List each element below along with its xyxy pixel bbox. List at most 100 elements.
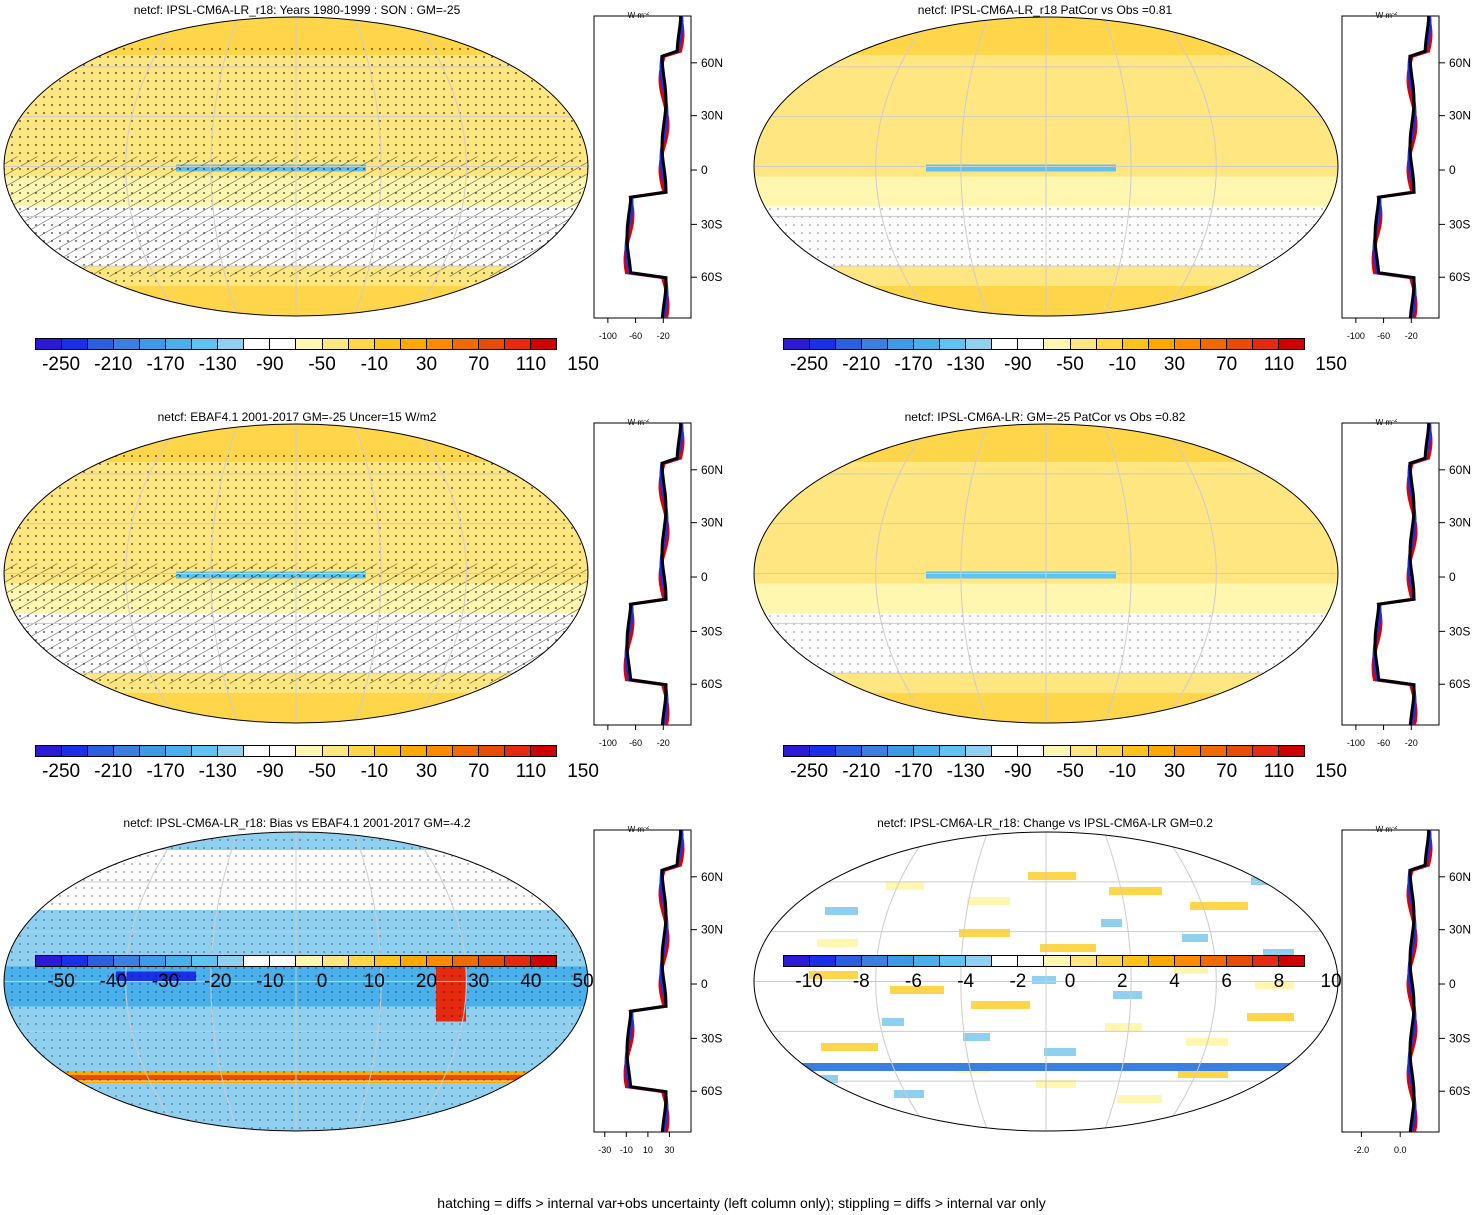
- colorbar-segment: [452, 956, 479, 966]
- colorbar-tick-label: -90: [1004, 761, 1032, 782]
- colorbar-tick-label: 70: [1216, 761, 1238, 782]
- colorbar-segment: [1252, 339, 1279, 349]
- colorbar: [783, 338, 1305, 350]
- colorbar-tick-label: -170: [146, 354, 185, 375]
- colorbar-tick-label: -250: [42, 761, 81, 782]
- graticule: [754, 16, 1338, 316]
- colorbar-tick-label: 150: [1315, 761, 1347, 782]
- colorbar-tick-label: -4: [957, 971, 975, 992]
- panel-title: netcf: IPSL-CM6A-LR_r18: Years 1980-1999…: [133, 3, 461, 17]
- colorbar-segment: [810, 956, 837, 966]
- colorbar-segment: [1148, 746, 1175, 756]
- colorbar-tick-label: -170: [894, 354, 933, 375]
- colorbar-segment: [1122, 956, 1149, 966]
- panel-title: netcf: IPSL-CM6A-LR_r18: Bias vs EBAF4.1…: [123, 816, 471, 830]
- colorbar-segment: [62, 956, 89, 966]
- colorbar-segment: [810, 746, 837, 756]
- colorbar-segment: [1148, 339, 1175, 349]
- latitude-tick-label: 0: [1449, 163, 1456, 177]
- zonal-x-tick-label: 0.0: [1394, 1145, 1407, 1155]
- colorbar-tick-label: -170: [894, 761, 933, 782]
- colorbar-segment: [218, 339, 245, 349]
- tropical-blue-patch: [926, 164, 1116, 172]
- zonal-x-tick-label: -10: [620, 1145, 633, 1155]
- map-border: [3, 16, 589, 317]
- latitude-tick-label: 60S: [1449, 1084, 1470, 1098]
- latitude-tick-label: 60N: [1449, 870, 1471, 884]
- zonal-curve-black: [1373, 422, 1431, 726]
- map-border: [3, 423, 589, 724]
- latitude-tick-label: 60N: [701, 56, 723, 70]
- panel-title: netcf: EBAF4.1 2001-2017 GM=-25 Uncer=15…: [157, 410, 437, 424]
- colorbar-tick-label: -10: [1108, 761, 1137, 782]
- colorbar-segment: [966, 956, 993, 966]
- colorbar-tick-label: 150: [567, 761, 599, 782]
- zonal-curve-blue: [624, 829, 684, 1133]
- colorbar-tick-label: 110: [515, 354, 547, 375]
- colorbar-segment: [426, 746, 453, 756]
- colorbar-tick-label: 0: [316, 971, 328, 992]
- colorbar-tick-label: -130: [198, 354, 237, 375]
- colorbar-tick-label: -210: [842, 354, 881, 375]
- latitude-tick-label: 30S: [1449, 217, 1470, 231]
- colorbar-segment: [478, 339, 505, 349]
- colorbar-segment: [322, 746, 349, 756]
- graticule: [4, 831, 588, 1131]
- colorbar-tick-label: 30: [468, 971, 490, 992]
- colorbar-tick-label: -90: [256, 354, 284, 375]
- colorbar-segment: [1018, 746, 1045, 756]
- colorbar-tick-label: -30: [151, 971, 180, 992]
- colorbar-segment: [1070, 956, 1097, 966]
- map-plot: [753, 831, 1339, 1132]
- zonal-curve-blue: [1372, 422, 1432, 726]
- colorbar-segment: [1278, 746, 1304, 756]
- colorbar-segment: [1018, 339, 1045, 349]
- zonal-mean-plot: W m-2 60N 30N 0 30S 60S -100 -60 -20: [593, 419, 723, 748]
- colorbar-segment: [322, 956, 349, 966]
- zonal-curve-blue: [624, 422, 684, 726]
- zonal-curve-black: [1408, 829, 1431, 1133]
- colorbar-tick-label: -130: [946, 354, 985, 375]
- zonal-x-tick-label: -100: [1347, 738, 1365, 748]
- colorbar-segment: [88, 956, 115, 966]
- colorbar-segment: [348, 339, 375, 349]
- colorbar-segment: [810, 339, 837, 349]
- colorbar-segment: [296, 956, 323, 966]
- zonal-curve-black: [625, 829, 683, 1133]
- colorbar-segment: [1044, 746, 1071, 756]
- colorbar-segment: [244, 956, 271, 966]
- figure-footer-note: hatching = diffs > internal var+obs unce…: [437, 1195, 1046, 1211]
- colorbar-segment: [192, 956, 219, 966]
- zonal-x-tick-label: -20: [1405, 738, 1418, 748]
- graticule: [4, 423, 588, 723]
- colorbar-segment: [1122, 339, 1149, 349]
- colorbar-tick-label: -50: [1056, 761, 1084, 782]
- latitude-tick-label: 30S: [701, 1031, 722, 1045]
- colorbar-segment: [114, 339, 141, 349]
- latitude-tick-label: 30N: [1449, 109, 1471, 123]
- colorbar-tick-label: 150: [567, 354, 599, 375]
- colorbar-tick-label: -6: [905, 971, 922, 992]
- zonal-plot-frame: [593, 829, 692, 1133]
- colorbar-segment: [992, 339, 1019, 349]
- colorbar-segment: [452, 339, 479, 349]
- colorbar: [783, 955, 1305, 967]
- colorbar-tick-label: 30: [415, 761, 438, 782]
- colorbar-segment: [940, 339, 967, 349]
- colorbar-tick-label: -50: [308, 761, 336, 782]
- colorbar-segment: [426, 956, 453, 966]
- colorbar-segment: [1044, 956, 1071, 966]
- colorbar-tick-label: 2: [1117, 971, 1128, 992]
- zonal-mean-plot: W m-2 60N 30N 0 30S 60S -2.0 0.0: [1341, 826, 1471, 1155]
- colorbar-tick-label: -130: [946, 761, 985, 782]
- panel-title: netcf: IPSL-CM6A-LR_r18 PatCor vs Obs =0…: [917, 3, 1173, 17]
- colorbar-tick-label: -210: [842, 761, 881, 782]
- colorbar-segment: [914, 339, 941, 349]
- colorbar-tick-label: 30: [1163, 761, 1186, 782]
- colorbar-segment: [1070, 746, 1097, 756]
- colorbar-segment: [270, 339, 297, 349]
- latitude-tick-label: 30N: [701, 923, 723, 937]
- colorbar-segment: [888, 956, 915, 966]
- colorbar-segment: [1148, 956, 1175, 966]
- zonal-x-tick-label: -60: [1377, 738, 1390, 748]
